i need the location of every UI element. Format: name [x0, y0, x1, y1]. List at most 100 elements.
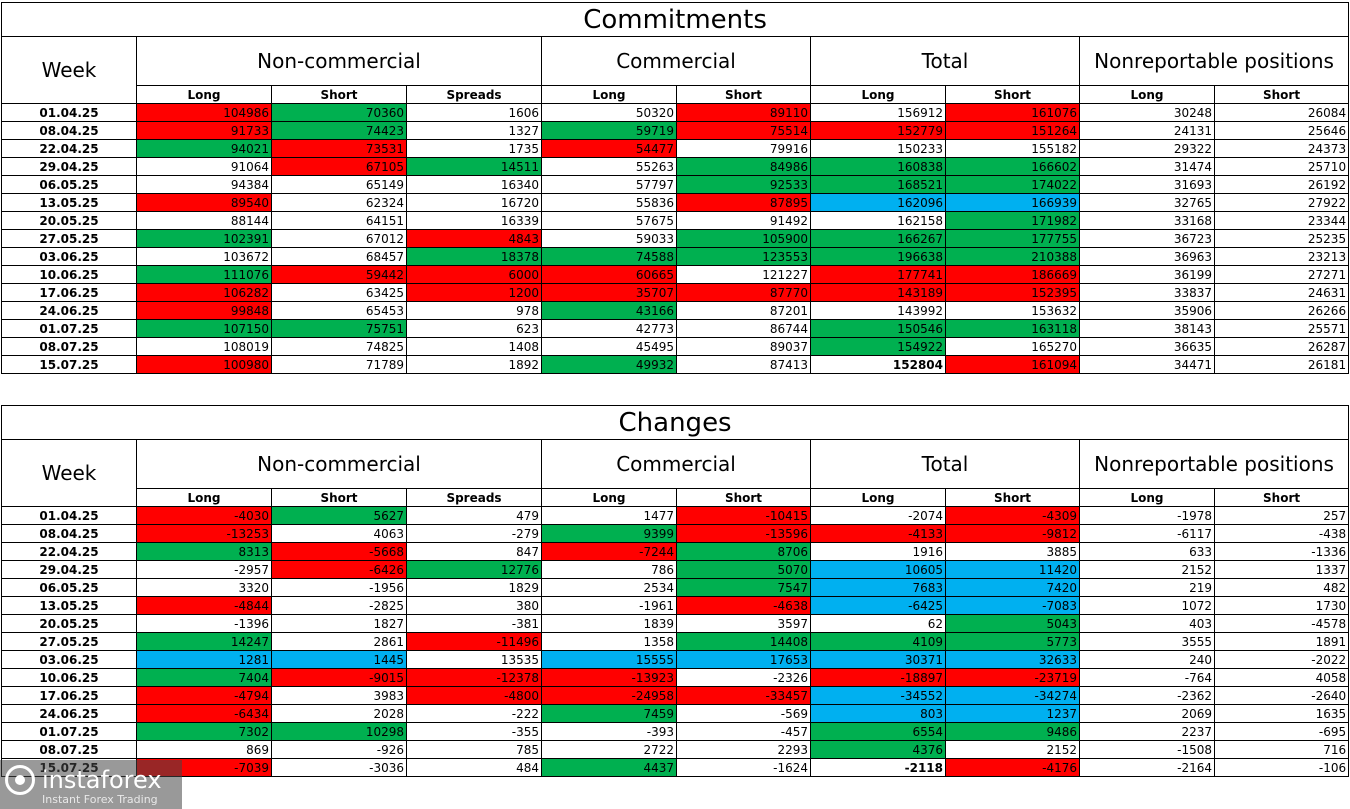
value-cell: -2022	[1213, 650, 1350, 669]
value-cell: 177755	[945, 229, 1080, 248]
value-cell: 785	[406, 740, 542, 759]
value-cell: 63425	[271, 283, 407, 302]
week-date-cell: 08.07.25	[1, 740, 137, 759]
value-cell: 33837	[1079, 283, 1215, 302]
value-cell: 165270	[945, 337, 1080, 356]
value-cell: 174022	[945, 175, 1080, 194]
value-cell: 23213	[1213, 247, 1350, 266]
value-cell: 7404	[136, 668, 272, 687]
value-cell: 26192	[1213, 175, 1350, 194]
value-cell: 1827	[271, 614, 407, 633]
value-cell: 94384	[136, 175, 272, 194]
subheader-long: Long	[810, 85, 946, 104]
value-cell: 54477	[541, 139, 677, 158]
value-cell: 12776	[406, 560, 542, 579]
subheader-long: Long	[810, 488, 946, 507]
value-cell: 24631	[1213, 283, 1350, 302]
watermark-tagline: Instant Forex Trading	[42, 793, 158, 806]
value-cell: 87895	[676, 193, 811, 212]
value-cell: 121227	[676, 265, 811, 284]
value-cell: 2069	[1079, 704, 1215, 723]
value-cell: -13253	[136, 524, 272, 543]
value-cell: -23719	[945, 668, 1080, 687]
total-header: Total	[810, 439, 1080, 489]
value-cell: -457	[676, 722, 811, 741]
value-cell: -2074	[810, 506, 946, 525]
value-cell: 7683	[810, 578, 946, 597]
value-cell: -6425	[810, 596, 946, 615]
week-date-cell: 29.04.25	[1, 157, 137, 176]
value-cell: 99848	[136, 301, 272, 320]
value-cell: -926	[271, 740, 407, 759]
value-cell: 240	[1079, 650, 1215, 669]
value-cell: 1891	[1213, 632, 1350, 651]
value-cell: 105900	[676, 229, 811, 248]
value-cell: 716	[1213, 740, 1350, 759]
changes-table: Changes Week Non-commercial Commercial T…	[0, 405, 1350, 777]
value-cell: 16720	[406, 193, 542, 212]
value-cell: -10415	[676, 506, 811, 525]
value-cell: 26287	[1213, 337, 1350, 356]
value-cell: -355	[406, 722, 542, 741]
subheader-long: Long	[541, 85, 677, 104]
table-row: 27.05.25 102391 67012 4843 59033 105900 166267…	[1, 229, 1350, 248]
value-cell: 65453	[271, 301, 407, 320]
table-row: 29.04.25 -2957 -6426 12776 786 5070 10605 11420…	[1, 560, 1350, 579]
value-cell: -9015	[271, 668, 407, 687]
week-date-cell: 10.06.25	[1, 265, 137, 284]
value-cell: 31693	[1079, 175, 1215, 194]
value-cell: 219	[1079, 578, 1215, 597]
value-cell: 1606	[406, 103, 542, 122]
value-cell: 26084	[1213, 103, 1350, 122]
value-cell: 70360	[271, 103, 407, 122]
value-cell: 94021	[136, 139, 272, 158]
value-cell: 1408	[406, 337, 542, 356]
subheader-long: Long	[541, 488, 677, 507]
value-cell: 153632	[945, 301, 1080, 320]
total-header: Total	[810, 36, 1080, 86]
value-cell: 84986	[676, 157, 811, 176]
value-cell: 403	[1079, 614, 1215, 633]
value-cell: 42773	[541, 319, 677, 338]
value-cell: -4578	[1213, 614, 1350, 633]
value-cell: -6117	[1079, 524, 1215, 543]
value-cell: 87770	[676, 283, 811, 302]
subheader-short: Short	[945, 488, 1080, 507]
value-cell: 24373	[1213, 139, 1350, 158]
value-cell: -4133	[810, 524, 946, 543]
value-cell: 111076	[136, 265, 272, 284]
value-cell: 102391	[136, 229, 272, 248]
value-cell: -7244	[541, 542, 677, 561]
week-date-cell: 13.05.25	[1, 596, 137, 615]
table-row: 08.04.25 -13253 4063 -279 9399 -13596 -4133 -98…	[1, 524, 1350, 543]
value-cell: 6000	[406, 265, 542, 284]
subheader-spreads: Spreads	[406, 85, 542, 104]
value-cell: 26266	[1213, 301, 1350, 320]
subheader-short: Short	[945, 85, 1080, 104]
value-cell: 68457	[271, 247, 407, 266]
value-cell: 14247	[136, 632, 272, 651]
value-cell: 26181	[1213, 355, 1350, 374]
value-cell: 152395	[945, 283, 1080, 302]
value-cell: 1839	[541, 614, 677, 633]
week-date-cell: 27.05.25	[1, 632, 137, 651]
value-cell: 160838	[810, 157, 946, 176]
table-row: 06.05.25 94384 65149 16340 57797 92533 168521 1…	[1, 175, 1350, 194]
table-row: 13.05.25 -4844 -2825 380 -1961 -4638 -6425 -708…	[1, 596, 1350, 615]
value-cell: -1508	[1079, 740, 1215, 759]
value-cell: 27271	[1213, 265, 1350, 284]
value-cell: -34274	[945, 686, 1080, 705]
subheader-short: Short	[676, 85, 811, 104]
value-cell: 1829	[406, 578, 542, 597]
commercial-header: Commercial	[541, 36, 811, 86]
value-cell: 30248	[1079, 103, 1215, 122]
value-cell: 79916	[676, 139, 811, 158]
value-cell: 152804	[810, 355, 946, 374]
value-cell: -34552	[810, 686, 946, 705]
value-cell: 86744	[676, 319, 811, 338]
value-cell: -13596	[676, 524, 811, 543]
value-cell: 210388	[945, 247, 1080, 266]
week-date-cell: 10.06.25	[1, 668, 137, 687]
value-cell: 196638	[810, 247, 946, 266]
noncommercial-header: Non-commercial	[136, 439, 542, 489]
